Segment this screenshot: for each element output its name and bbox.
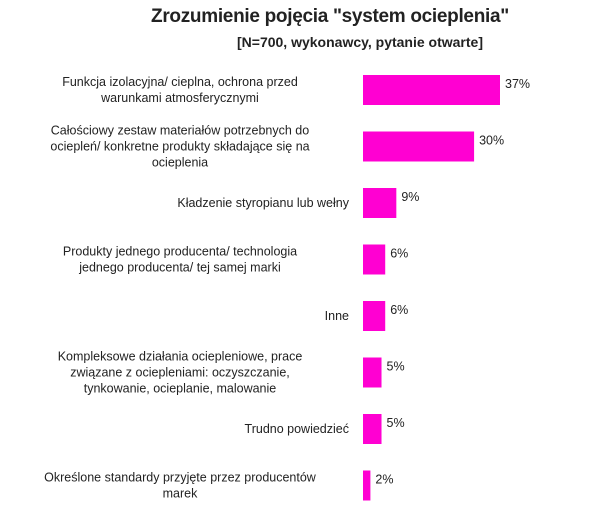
data-label: 6% bbox=[390, 247, 408, 261]
category-label-line: jednego producenta/ tej samej marki bbox=[78, 261, 281, 275]
category-label: Kompleksowe działania ociepleniowe, prac… bbox=[58, 350, 303, 396]
data-label: 2% bbox=[375, 473, 393, 487]
data-label: 5% bbox=[387, 360, 405, 374]
category-label: Określone standardy przyjęte przez produ… bbox=[44, 471, 317, 501]
category-label-line: Funkcja izolacyjna/ cieplna, ochrona prz… bbox=[62, 75, 298, 89]
category-label-line: Inne bbox=[325, 309, 349, 323]
category-label: Kładzenie styropianu lub wełny bbox=[177, 196, 349, 210]
bar bbox=[363, 75, 500, 105]
bar bbox=[363, 131, 475, 162]
category-label-line: Określone standardy przyjęte przez produ… bbox=[44, 471, 317, 485]
bar bbox=[363, 414, 382, 444]
category-label: Produkty jednego producenta/ technologia… bbox=[63, 245, 297, 275]
category-label-line: marek bbox=[163, 487, 198, 501]
bar bbox=[363, 188, 397, 218]
data-label: 9% bbox=[401, 190, 419, 204]
category-label-line: Całościowy zestaw materiałów potrzebnych… bbox=[51, 124, 309, 138]
category-label-line: ociepleń/ konkretne produkty składające … bbox=[50, 140, 309, 154]
category-label-line: warunkami atmosferycznymi bbox=[100, 91, 259, 105]
data-label: 30% bbox=[479, 134, 504, 148]
data-label: 5% bbox=[387, 416, 405, 430]
data-label: 6% bbox=[390, 303, 408, 317]
category-label-line: Kładzenie styropianu lub wełny bbox=[177, 196, 349, 210]
category-label-line: związane z ociepleniami: oczyszczanie, bbox=[70, 366, 290, 380]
bar bbox=[363, 244, 386, 275]
chart-subtitle: [N=700, wykonawcy, pytanie otwarte] bbox=[237, 34, 483, 50]
category-label-line: ocieplenia bbox=[152, 156, 208, 170]
bar bbox=[363, 470, 371, 501]
category-label-line: tynkowanie, ocieplanie, malowanie bbox=[84, 382, 277, 396]
chart-title: Zrozumienie pojęcia "system ocieplenia" bbox=[151, 6, 509, 27]
bar bbox=[363, 357, 382, 388]
category-label-line: Produkty jednego producenta/ technologia bbox=[63, 245, 297, 259]
category-label: Trudno powiedzieć bbox=[245, 422, 349, 436]
category-label: Całościowy zestaw materiałów potrzebnych… bbox=[50, 124, 309, 170]
category-label: Funkcja izolacyjna/ cieplna, ochrona prz… bbox=[62, 75, 298, 105]
category-label-line: Trudno powiedzieć bbox=[245, 422, 349, 436]
data-label: 37% bbox=[505, 77, 530, 91]
category-label-line: Kompleksowe działania ociepleniowe, prac… bbox=[58, 350, 303, 364]
bar bbox=[363, 301, 386, 331]
category-label: Inne bbox=[325, 309, 349, 323]
